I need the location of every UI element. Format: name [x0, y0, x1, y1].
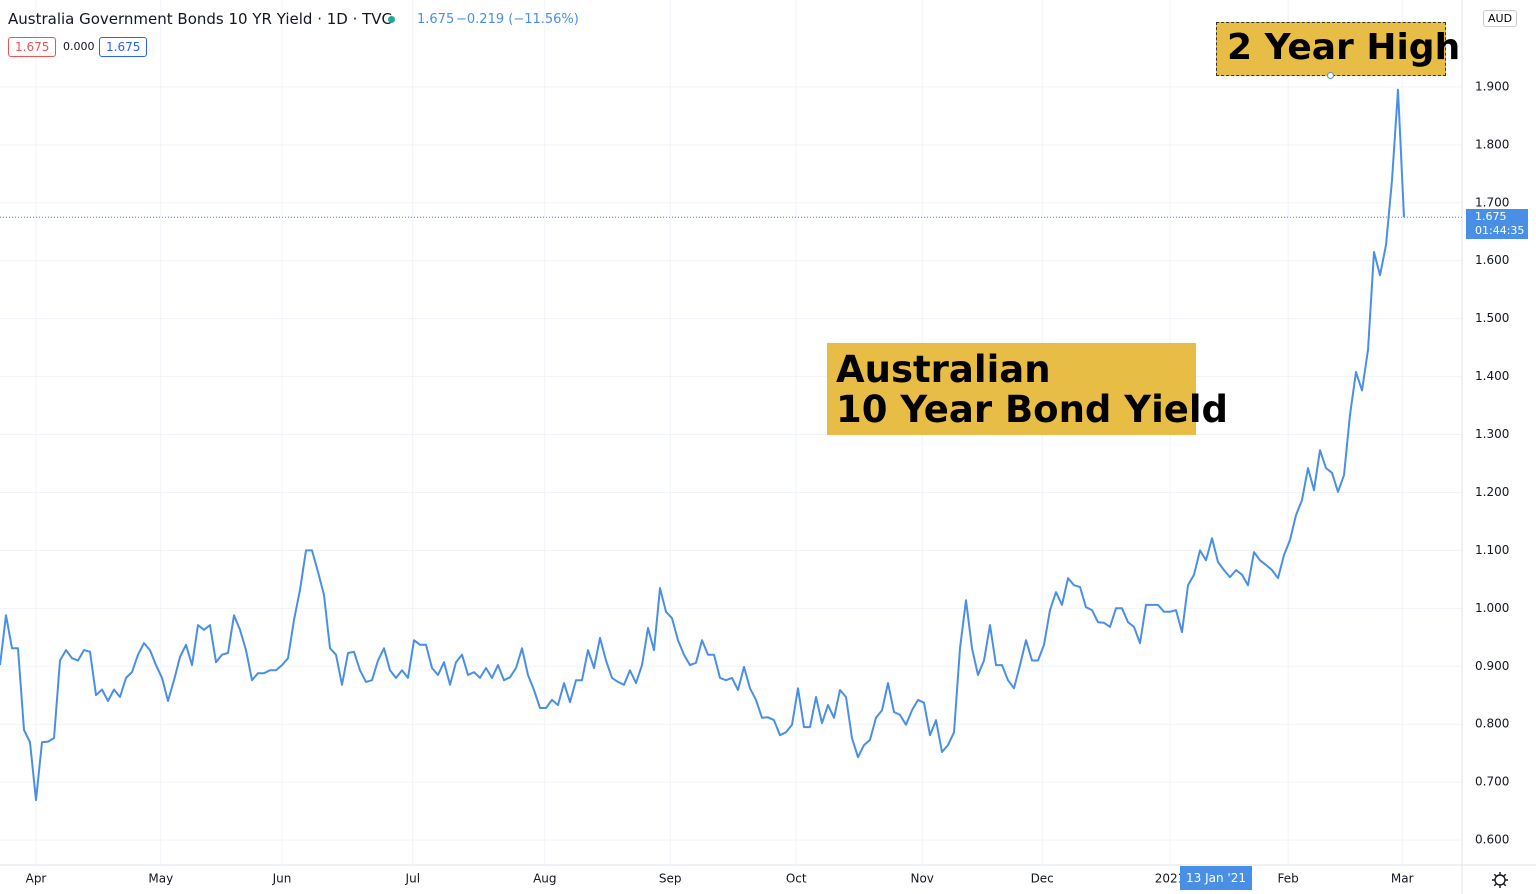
- annotation-label[interactable]: Australian 10 Year Bond Yield: [827, 343, 1228, 435]
- x-tick-label: Nov: [910, 872, 933, 886]
- ask-box[interactable]: 1.675: [99, 37, 148, 57]
- y-tick-label: 1.500: [1475, 311, 1509, 325]
- anchor-handle[interactable]: [1327, 72, 1334, 79]
- x-tick-label: Jun: [272, 872, 292, 886]
- x-tick-label: Oct: [786, 872, 807, 886]
- x-tick-label: Jul: [405, 872, 420, 886]
- y-tick-label: 0.800: [1475, 717, 1509, 731]
- price-change: −0.219 (−11.56%): [456, 12, 579, 27]
- x-tick-label: Aug: [533, 872, 556, 886]
- y-tick-label: 1.700: [1475, 195, 1509, 209]
- y-tick-label: 0.600: [1475, 833, 1509, 847]
- x-tick-label: May: [148, 872, 173, 886]
- y-tick-label: 1.900: [1475, 79, 1509, 93]
- status-dot: [388, 16, 395, 23]
- last-price: 1.675: [417, 12, 455, 27]
- price-tag: 1.675 01:44:35: [1466, 209, 1528, 240]
- settings-icon[interactable]: [1490, 870, 1510, 890]
- price-line: [0, 88, 1405, 802]
- x-tick-label: 2021: [1155, 872, 1186, 886]
- y-tick-label: 1.000: [1475, 601, 1509, 615]
- y-tick-label: 1.100: [1475, 543, 1509, 557]
- y-tick-label: 1.400: [1475, 369, 1509, 383]
- y-tick-label: 1.600: [1475, 253, 1509, 267]
- x-tick-label: Apr: [26, 872, 47, 886]
- countdown: 01:44:35: [1475, 224, 1525, 238]
- symbol-title[interactable]: Australia Government Bonds 10 YR Yield ·…: [8, 10, 393, 28]
- y-tick-label: 1.200: [1475, 485, 1509, 499]
- x-tick-label: Mar: [1391, 872, 1414, 886]
- y-tick-label: 0.700: [1475, 775, 1509, 789]
- spread: 0.000: [63, 40, 95, 53]
- crosshair-label: 13 Jan '21: [1180, 866, 1252, 890]
- annotation-high[interactable]: 2 Year High: [1216, 22, 1460, 76]
- price-tag-value: 1.675: [1475, 210, 1507, 224]
- bid-box: 1.675: [8, 37, 57, 57]
- y-tick-label: 1.800: [1475, 137, 1509, 151]
- x-tick-label: Sep: [659, 872, 682, 886]
- currency[interactable]: AUD: [1483, 10, 1518, 27]
- x-tick-label: Dec: [1031, 872, 1054, 886]
- x-tick-label: Feb: [1278, 872, 1299, 886]
- y-tick-label: 0.900: [1475, 659, 1509, 673]
- y-tick-label: 1.300: [1475, 427, 1509, 441]
